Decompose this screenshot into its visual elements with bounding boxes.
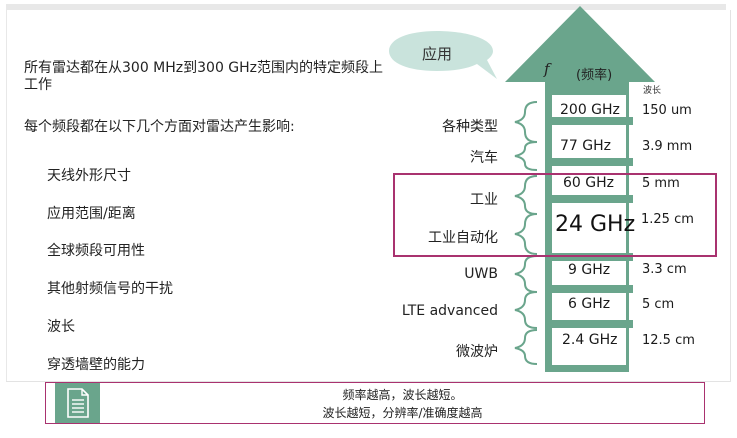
frame-right-edge (730, 10, 731, 382)
wavelength-value: 5 mm (642, 176, 680, 191)
factors-heading: 每个频段都在以下几个方面对雷达产生影响: (24, 119, 295, 135)
wavelength-value: 5 cm (642, 297, 675, 312)
bubble-label: 应用 (421, 45, 452, 63)
frequency-value: 200 GHz (560, 102, 620, 118)
frequency-value: 9 GHz (568, 262, 611, 278)
factor-item: 天线外形尺寸 (47, 168, 131, 184)
application-label: 各种类型 (442, 119, 498, 135)
top-bar (6, 4, 726, 10)
frequency-value: 60 GHz (563, 175, 614, 191)
frequency-value-highlighted: 24 GHz (555, 212, 636, 237)
frequency-value: 2.4 GHz (562, 332, 618, 348)
application-label: 工业自动化 (428, 230, 498, 246)
document-icon (67, 388, 89, 418)
wavelength-header: 波长 (643, 86, 662, 96)
application-label: UWB (464, 266, 498, 282)
factor-item: 全球频段可用性 (47, 243, 145, 259)
wavelength-value: 3.3 cm (642, 262, 687, 277)
intro-text: 所有雷达都在从300 MHz到300 GHz范围内的特定频段上工作 (24, 60, 384, 93)
application-bubble (389, 31, 497, 79)
application-label: 汽车 (470, 150, 498, 166)
frequency-label: (频率) (576, 68, 613, 83)
wavelength-value: 3.9 mm (642, 139, 693, 154)
factor-item: 波长 (47, 319, 75, 335)
note-line-2: 波长越短，分辨率/准确度越高 (322, 406, 483, 420)
application-label: LTE advanced (401, 303, 498, 319)
industrial-band-highlight (393, 173, 717, 257)
factor-item: 应用范围/距离 (47, 206, 136, 222)
factor-item: 穿透墙壁的能力 (47, 357, 145, 373)
brace-group (514, 101, 538, 365)
frame-bottom-edge (6, 381, 730, 382)
factor-item: 其他射频信号的干扰 (47, 281, 173, 297)
frequency-symbol: f (544, 60, 550, 78)
frame-left-edge (6, 10, 7, 382)
summary-note (45, 382, 705, 424)
frequency-column-separators (545, 117, 633, 328)
frequency-value: 77 GHz (560, 138, 611, 154)
wavelength-value-highlighted: 1.25 cm (641, 212, 694, 227)
application-label: 微波炉 (456, 344, 498, 360)
wavelength-value: 12.5 cm (642, 333, 695, 348)
frequency-value: 6 GHz (568, 296, 611, 312)
note-line-1: 频率越高，波长越短。 (342, 388, 463, 402)
wavelength-value: 150 um (642, 103, 692, 118)
application-label: 工业 (470, 192, 498, 208)
